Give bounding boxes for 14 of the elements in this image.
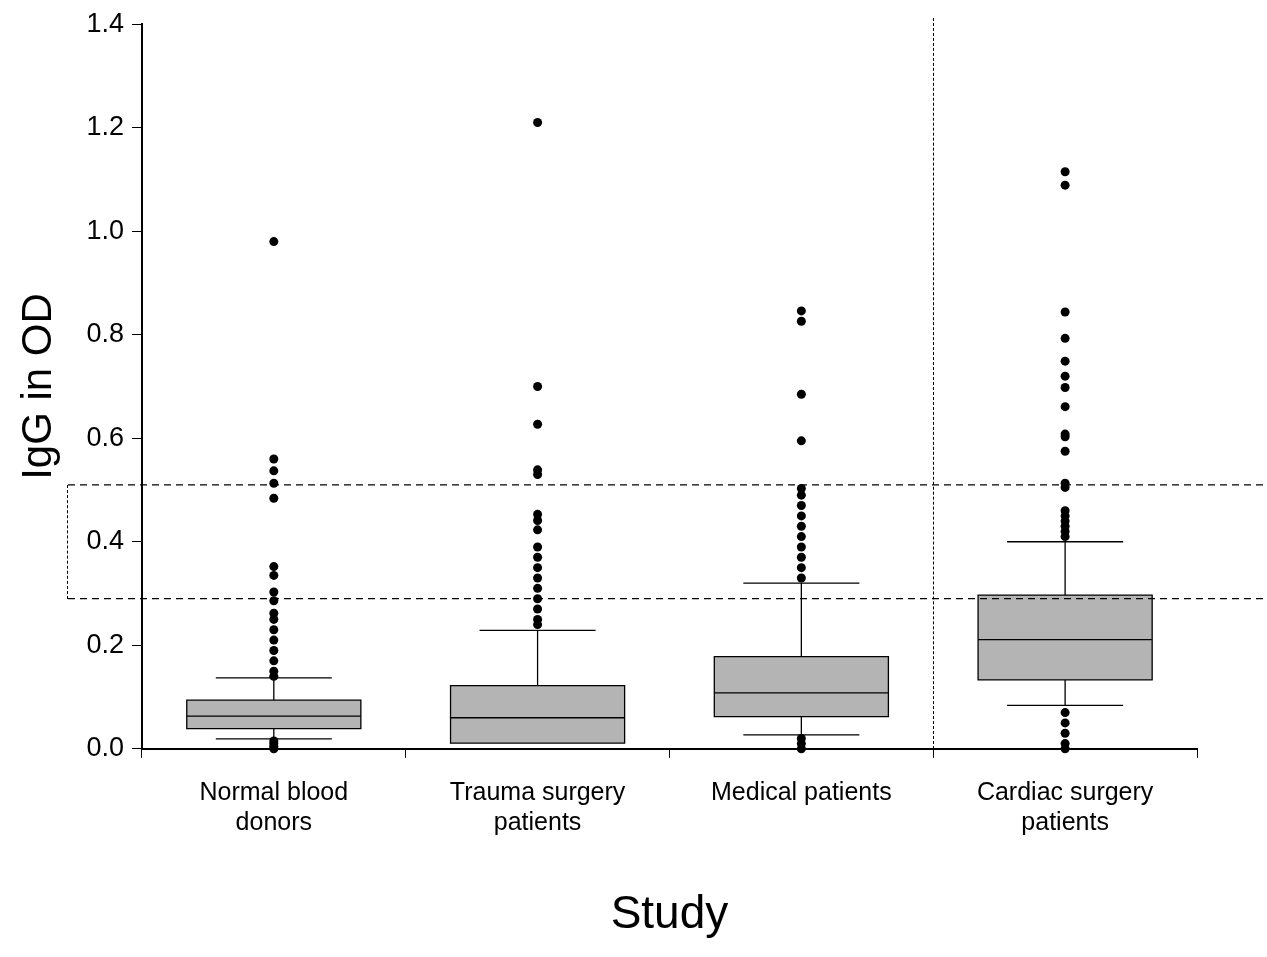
x-axis-title: Study bbox=[610, 886, 729, 939]
y-tick-label: 0.4 bbox=[86, 525, 124, 556]
y-tick-label: 1.0 bbox=[86, 214, 124, 245]
y-tick-label: 1.2 bbox=[86, 111, 124, 142]
y-tick-label: 0.0 bbox=[86, 732, 124, 763]
x-tick-label: Cardiac surgery patients bbox=[976, 776, 1154, 835]
x-tick-label: Medical patients bbox=[711, 776, 892, 805]
x-tick-label: Trauma surgery patients bbox=[449, 776, 626, 835]
y-tick-label: 0.6 bbox=[86, 421, 124, 452]
y-axis-title: IgG in OD bbox=[12, 293, 60, 480]
x-tick-label: Normal blood donors bbox=[199, 776, 349, 835]
y-tick-label: 1.4 bbox=[86, 7, 124, 38]
y-tick-label: 0.8 bbox=[86, 318, 124, 349]
y-tick-label: 0.2 bbox=[86, 628, 124, 659]
